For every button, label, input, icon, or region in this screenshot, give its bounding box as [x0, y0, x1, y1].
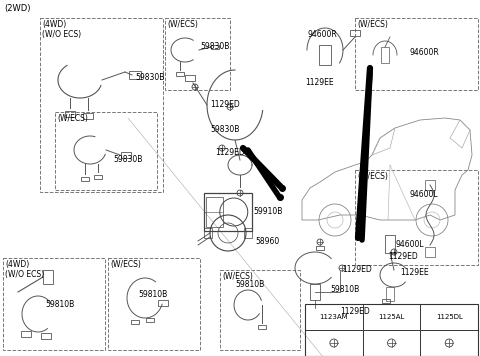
Bar — [158, 300, 168, 306]
Text: (4WD)
(W/O ECS): (4WD) (W/O ECS) — [42, 20, 81, 40]
Text: (W/ECS): (W/ECS) — [110, 260, 141, 269]
Bar — [204, 193, 252, 231]
Bar — [381, 47, 389, 63]
Bar — [350, 30, 360, 36]
Text: (W/ECS): (W/ECS) — [357, 20, 388, 29]
Bar — [425, 247, 435, 257]
Text: 1125AL: 1125AL — [378, 314, 405, 320]
Text: 59830B: 59830B — [135, 73, 164, 82]
Bar — [310, 284, 320, 300]
Bar — [108, 258, 200, 350]
Bar — [211, 44, 219, 49]
Bar — [425, 180, 435, 190]
Text: 59810B: 59810B — [330, 285, 359, 294]
Bar — [385, 235, 395, 253]
Text: (W/ECS): (W/ECS) — [357, 172, 388, 181]
Bar — [382, 299, 390, 303]
Text: 59810B: 59810B — [235, 280, 264, 289]
Bar — [355, 170, 478, 265]
Text: 1125DL: 1125DL — [436, 314, 463, 320]
Text: 58960: 58960 — [255, 237, 279, 246]
Text: (W/ECS): (W/ECS) — [167, 20, 198, 29]
Bar — [43, 270, 53, 284]
Bar — [176, 72, 184, 77]
Text: (2WD): (2WD) — [4, 4, 31, 13]
Text: 59810B: 59810B — [45, 300, 74, 309]
Text: 1129ED: 1129ED — [388, 252, 418, 261]
Text: 1129ED: 1129ED — [215, 148, 245, 157]
Text: 94600R: 94600R — [410, 48, 440, 57]
Bar — [83, 113, 93, 119]
Bar — [185, 75, 195, 81]
Text: 94600R: 94600R — [308, 30, 338, 39]
Text: 1129ED: 1129ED — [210, 100, 240, 109]
Text: 1129ED: 1129ED — [342, 265, 372, 274]
Text: 1129EE: 1129EE — [400, 268, 429, 277]
Bar — [165, 18, 230, 90]
Bar — [146, 318, 154, 323]
Text: 59830B: 59830B — [200, 42, 229, 51]
Bar — [21, 331, 31, 337]
Bar — [121, 152, 131, 158]
Bar — [131, 320, 139, 324]
Bar — [3, 258, 105, 350]
Bar — [386, 287, 394, 301]
Bar — [65, 111, 75, 117]
Text: 59830B: 59830B — [210, 125, 240, 134]
Bar — [55, 112, 157, 190]
Bar — [41, 333, 51, 339]
Text: 94600L: 94600L — [395, 240, 424, 249]
Bar — [355, 18, 478, 90]
Text: 1123AM: 1123AM — [320, 314, 348, 320]
Bar — [40, 18, 163, 192]
Text: 1129EE: 1129EE — [305, 78, 334, 87]
Text: 59810B: 59810B — [138, 290, 167, 299]
Text: (4WD)
(W/O ECS): (4WD) (W/O ECS) — [5, 260, 44, 279]
Bar — [316, 246, 324, 250]
Bar — [305, 304, 478, 356]
Text: (W/ECS): (W/ECS) — [222, 272, 253, 281]
Bar — [94, 174, 102, 179]
Bar — [319, 45, 331, 65]
Bar — [206, 197, 223, 227]
Bar — [81, 177, 89, 182]
Bar — [258, 325, 266, 329]
Text: 59910B: 59910B — [253, 207, 282, 216]
Text: 1129ED: 1129ED — [340, 307, 370, 316]
Bar — [244, 228, 252, 238]
Text: 94600L: 94600L — [410, 190, 439, 199]
Bar — [220, 270, 300, 350]
Bar — [204, 228, 212, 238]
Text: 59830B: 59830B — [113, 155, 143, 164]
Bar — [129, 72, 141, 79]
Text: (W/ECS): (W/ECS) — [57, 114, 88, 123]
